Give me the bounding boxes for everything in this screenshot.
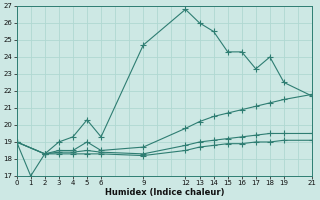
X-axis label: Humidex (Indice chaleur): Humidex (Indice chaleur) [105,188,224,197]
